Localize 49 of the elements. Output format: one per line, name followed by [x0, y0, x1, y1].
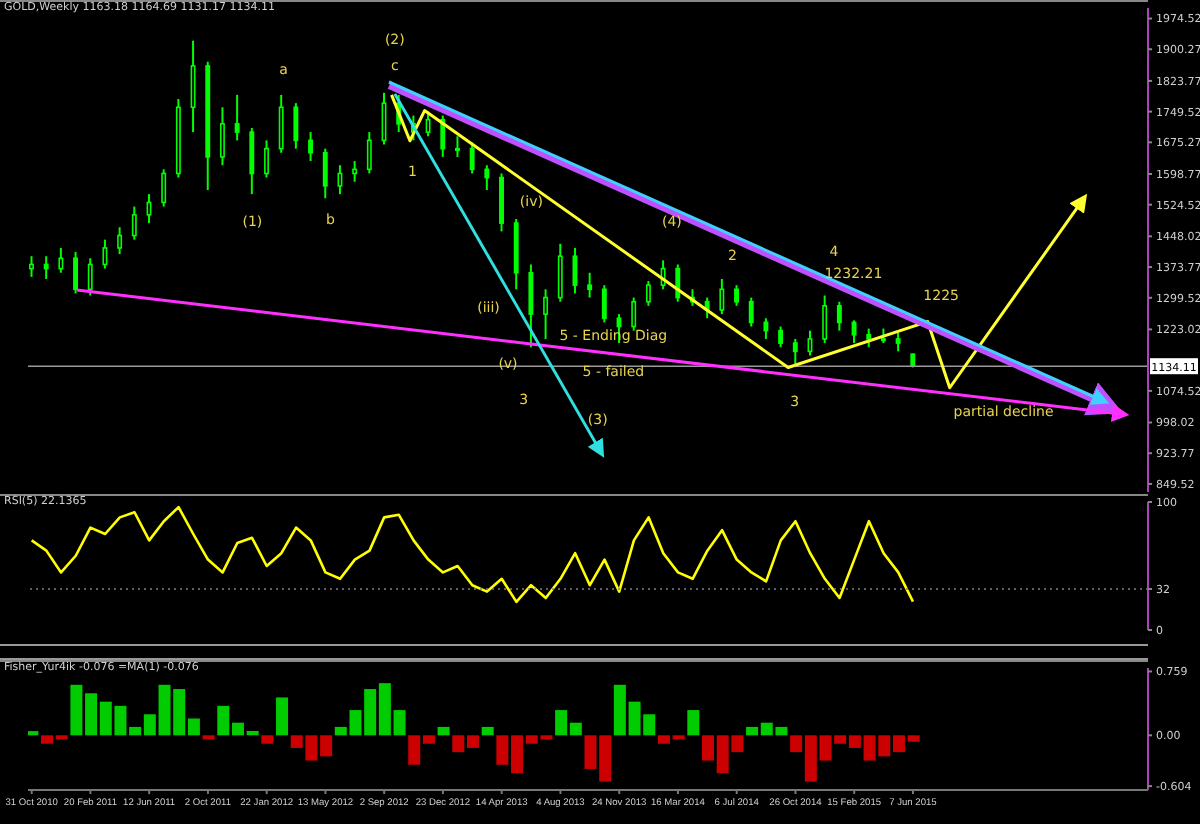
candlestick: [822, 294, 828, 345]
candlestick: [58, 246, 64, 274]
candlestick: [645, 280, 651, 307]
candlestick: [29, 255, 34, 278]
candlestick: [337, 164, 343, 196]
candlestick: [455, 135, 460, 158]
candlestick: [264, 139, 269, 179]
candlestick: [469, 141, 475, 175]
candlestick: [719, 277, 725, 316]
candlestick: [366, 131, 372, 175]
candlestick: [308, 131, 314, 163]
candlestick: [866, 327, 872, 349]
candlestick: [895, 331, 901, 353]
candlestick: [102, 238, 108, 270]
candlestick: [587, 271, 593, 299]
candlestick: [543, 288, 549, 340]
candlestick: [278, 93, 284, 154]
line-series: [30, 505, 915, 604]
candlestick: [161, 168, 167, 208]
candlestick: [792, 337, 798, 369]
candlestick: [557, 242, 563, 303]
candlestick: [763, 317, 769, 340]
candlestick: [352, 160, 358, 183]
bar: [276, 697, 289, 736]
candlestick: [836, 300, 842, 332]
candlestick: [219, 106, 225, 167]
bar: [481, 726, 494, 736]
candlestick: [631, 296, 637, 332]
bar: [437, 726, 450, 736]
candlestick: [43, 255, 49, 280]
candlestick: [87, 257, 93, 297]
candlestick: [425, 110, 431, 138]
candlestick: [249, 126, 255, 196]
candlestick: [293, 102, 299, 150]
bar: [261, 735, 274, 744]
candlestick: [778, 325, 784, 349]
candlestick: [322, 147, 328, 200]
candlestick: [131, 205, 137, 241]
bar: [687, 710, 700, 736]
candlestick: [234, 93, 240, 142]
candlestick: [499, 172, 504, 233]
candlestick: [190, 39, 196, 134]
candlestick: [484, 164, 490, 192]
candlestick: [528, 263, 534, 349]
candlestick: [73, 251, 79, 295]
candlestick: [117, 226, 123, 256]
candlestick: [601, 284, 607, 324]
candlestick: [748, 296, 754, 328]
candlestick: [734, 284, 739, 307]
